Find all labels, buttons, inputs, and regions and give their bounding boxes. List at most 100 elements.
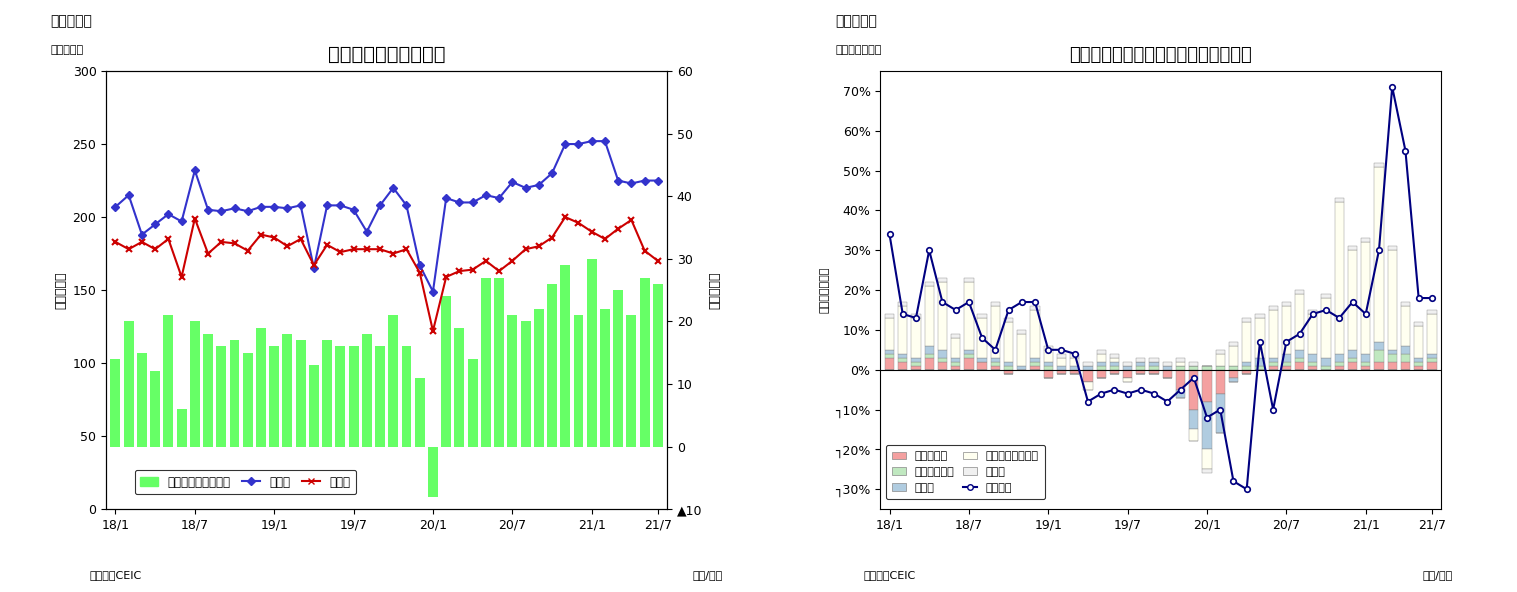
Y-axis label: （億ドル）: （億ドル） <box>708 271 721 309</box>
Bar <box>1057 358 1066 366</box>
Bar <box>375 346 385 446</box>
Bar <box>1030 358 1039 362</box>
Bar <box>1321 298 1330 358</box>
Bar <box>1427 314 1437 354</box>
Bar <box>1069 358 1079 366</box>
Bar <box>243 353 253 446</box>
Bar <box>1268 362 1277 366</box>
Bar <box>1018 330 1027 334</box>
Bar <box>1057 354 1066 358</box>
Bar <box>1030 362 1039 366</box>
Bar <box>1110 358 1120 362</box>
Bar <box>335 346 346 446</box>
Bar <box>1150 370 1159 374</box>
Bar <box>164 315 173 446</box>
Bar <box>1308 362 1317 366</box>
Bar <box>965 358 974 370</box>
Bar <box>1044 366 1053 370</box>
Bar <box>884 350 894 354</box>
Bar <box>1349 362 1358 370</box>
Bar <box>1349 250 1358 350</box>
Bar <box>1069 366 1079 370</box>
Bar <box>1215 394 1224 433</box>
Bar <box>1296 358 1305 362</box>
Bar <box>627 315 636 446</box>
Bar <box>1203 366 1212 370</box>
Bar <box>1349 246 1358 250</box>
Bar <box>1242 318 1252 322</box>
Bar <box>441 297 451 446</box>
Bar <box>1335 202 1344 354</box>
Bar <box>1255 314 1265 318</box>
Bar <box>1057 370 1066 374</box>
Bar <box>388 315 399 446</box>
Bar <box>1030 310 1039 358</box>
Bar <box>1282 306 1291 354</box>
Bar <box>1308 310 1317 314</box>
Bar <box>269 346 279 446</box>
Bar <box>898 302 907 306</box>
Bar <box>1255 318 1265 358</box>
Y-axis label: （前年同月比）: （前年同月比） <box>819 267 830 313</box>
Bar <box>349 346 358 446</box>
Bar <box>977 358 986 362</box>
Text: （年/月）: （年/月） <box>693 571 724 580</box>
Text: （図表８）: （図表８） <box>836 14 877 28</box>
Bar <box>1400 346 1411 354</box>
Text: （年/月）: （年/月） <box>1421 571 1452 580</box>
Bar <box>1361 354 1370 362</box>
Bar <box>1427 362 1437 370</box>
Bar <box>520 321 531 446</box>
Bar <box>1400 302 1411 306</box>
Bar <box>296 340 305 446</box>
Bar <box>1123 370 1132 378</box>
Bar <box>229 340 240 446</box>
Bar <box>599 309 610 446</box>
Legend: 鉱物性燃料, 動植物性油脂, 製造品, 機械・輸送用機器, その他, 輸出合計: 鉱物性燃料, 動植物性油脂, 製造品, 機械・輸送用機器, その他, 輸出合計 <box>886 445 1045 499</box>
Bar <box>924 346 934 354</box>
Bar <box>912 314 921 318</box>
Bar <box>938 282 947 350</box>
Bar <box>977 318 986 358</box>
Bar <box>309 365 319 446</box>
Bar <box>1162 366 1173 370</box>
Bar <box>924 358 934 370</box>
Bar <box>1374 163 1384 166</box>
Bar <box>548 284 557 446</box>
Bar <box>938 362 947 370</box>
Bar <box>912 366 921 370</box>
Bar <box>1400 362 1411 370</box>
Bar <box>1388 362 1397 370</box>
Bar <box>951 338 960 358</box>
Bar <box>977 314 986 318</box>
Bar <box>1388 246 1397 250</box>
Bar <box>1150 366 1159 370</box>
Bar <box>1229 346 1238 366</box>
Bar <box>1296 362 1305 370</box>
Bar <box>1400 354 1411 362</box>
Bar <box>1229 370 1238 378</box>
Bar <box>1018 334 1027 366</box>
Bar <box>1296 350 1305 358</box>
Bar <box>951 366 960 370</box>
Bar <box>1189 370 1198 410</box>
Bar <box>1335 354 1344 362</box>
Bar <box>1321 358 1330 366</box>
Bar <box>1189 429 1198 442</box>
Bar <box>1123 366 1132 370</box>
Text: （億ドル）: （億ドル） <box>50 45 83 54</box>
Bar <box>977 362 986 370</box>
Bar <box>560 265 570 446</box>
Bar <box>884 314 894 318</box>
Bar <box>1229 366 1238 370</box>
Bar <box>1030 306 1039 310</box>
Bar <box>1374 362 1384 370</box>
Bar <box>1123 378 1132 382</box>
Bar <box>884 358 894 370</box>
Bar <box>1136 370 1145 374</box>
Bar <box>1374 342 1384 350</box>
Bar <box>912 362 921 366</box>
Bar <box>1004 322 1013 362</box>
Bar <box>1296 290 1305 294</box>
Bar <box>507 315 517 446</box>
